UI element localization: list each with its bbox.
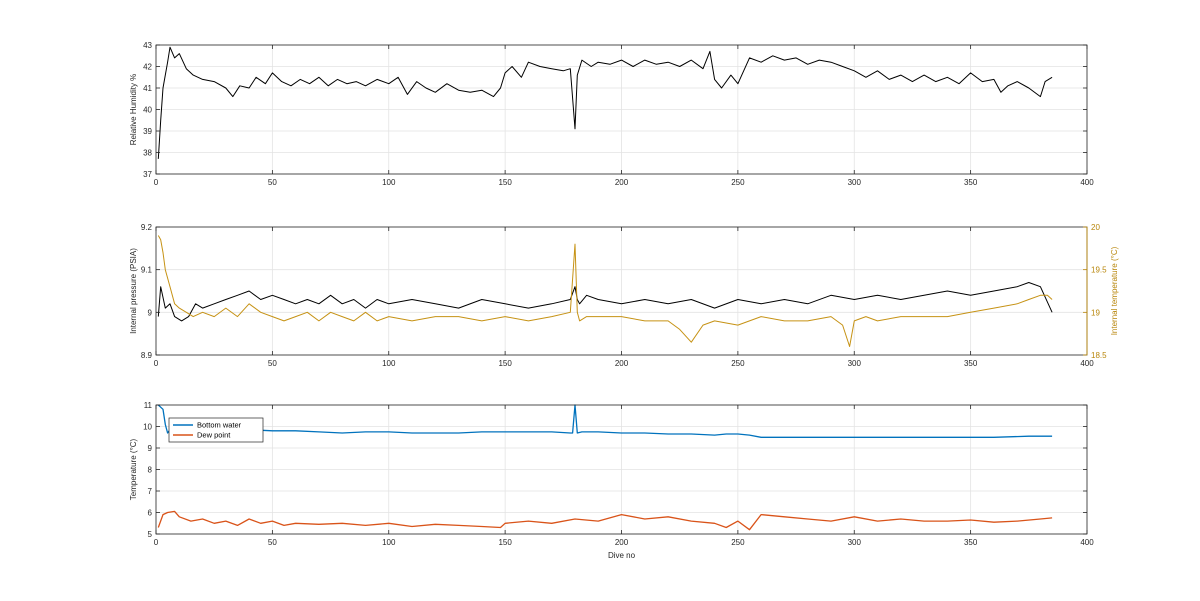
x-tick-label: 300 (848, 359, 862, 368)
legend-label-dew-point: Dew point (197, 431, 231, 440)
x-tick-label: 150 (498, 178, 512, 187)
y-tick-label: 42 (143, 63, 152, 72)
y-tick-label: 7 (148, 487, 153, 496)
y-right-tick-label: 20 (1091, 223, 1100, 232)
y-tick-label: 9.1 (141, 266, 153, 275)
x-tick-label: 400 (1080, 538, 1094, 547)
x-tick-label: 200 (615, 538, 629, 547)
y-tick-label: 39 (143, 127, 152, 136)
chart-panel-1: 0 50 100 150 200 250 300 350 400 37 38 39 40 41 42 43 Re… (129, 41, 1094, 187)
x-tick-label: 350 (964, 538, 978, 547)
y-axis-label: Temperature (°C) (129, 438, 138, 500)
y-right-tick-label: 19.5 (1091, 266, 1107, 275)
x-tick-label: 150 (498, 538, 512, 547)
y-tick-label: 9.2 (141, 223, 153, 232)
y-right-tick-label: 19 (1091, 308, 1100, 317)
y-axis-label: Internal pressure (PSIA) (129, 248, 138, 334)
y-tick-label: 8.9 (141, 351, 153, 360)
y-right-axis-label: Internal temperature (°C) (1110, 246, 1119, 335)
x-tick-label: 250 (731, 538, 745, 547)
x-tick-label: 100 (382, 538, 396, 547)
x-tick-label: 350 (964, 359, 978, 368)
series-line-1 (157, 46, 1053, 159)
x-axis-label: Dive no (608, 551, 636, 560)
x-tick-label: 300 (848, 178, 862, 187)
series-line-dew-point (157, 510, 1053, 531)
y-tick-label: 38 (143, 149, 152, 158)
y-tick-label: 9 (148, 444, 153, 453)
y-tick-label: 8 (148, 466, 153, 475)
y-tick-label: 43 (143, 41, 152, 50)
x-tick-label: 200 (615, 359, 629, 368)
x-tick-label: 300 (848, 538, 862, 547)
chart-panel-3: 0 50 100 150 200 250 300 350 400 5 6 7 8 9 10 11 Tempera… (129, 401, 1094, 560)
x-tick-label: 50 (268, 538, 277, 547)
y-tick-label: 40 (143, 106, 152, 115)
x-tick-label: 400 (1080, 359, 1094, 368)
x-tick-label: 250 (731, 359, 745, 368)
y-tick-label: 9 (148, 308, 153, 317)
x-tick-label: 0 (154, 359, 159, 368)
x-tick-label: 250 (731, 178, 745, 187)
y-tick-label: 37 (143, 170, 152, 179)
x-tick-label: 0 (154, 538, 159, 547)
series-line-2 (157, 235, 1053, 347)
x-tick-label: 400 (1080, 178, 1094, 187)
x-tick-label: 200 (615, 178, 629, 187)
y-tick-label: 41 (143, 84, 152, 93)
y-tick-label: 11 (144, 401, 153, 410)
x-tick-label: 50 (268, 359, 277, 368)
chart-panel-2: 0 50 100 150 200 250 300 350 400 8.9 9 9.1 9.2 18.5 19… (129, 223, 1119, 368)
series-line-1 (157, 282, 1053, 322)
x-tick-label: 100 (382, 178, 396, 187)
y-tick-label: 10 (143, 423, 152, 432)
x-tick-label: 50 (268, 178, 277, 187)
x-tick-label: 0 (154, 178, 159, 187)
legend-label-bottom-water: Bottom water (197, 421, 242, 430)
y-tick-label: 6 (148, 509, 153, 518)
y-tick-label: 5 (148, 530, 153, 539)
x-tick-label: 150 (498, 359, 512, 368)
y-right-tick-label: 18.5 (1091, 351, 1107, 360)
y-axis-label: Relative Humidity % (129, 74, 138, 146)
x-tick-label: 100 (382, 359, 396, 368)
legend-box (168, 417, 264, 443)
x-tick-label: 350 (964, 178, 978, 187)
